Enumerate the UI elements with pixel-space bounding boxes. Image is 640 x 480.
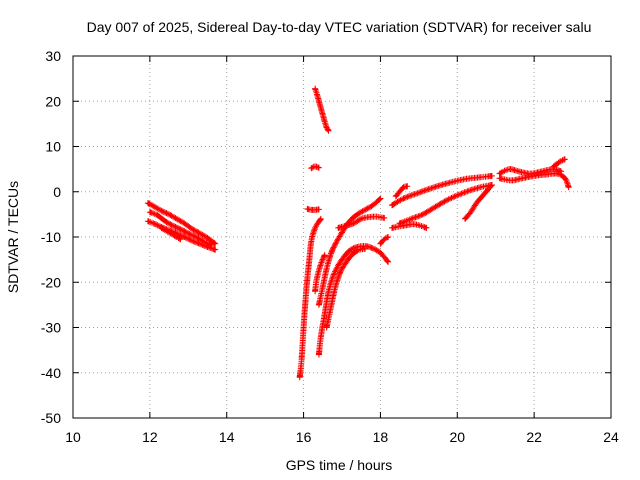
data-markers — [396, 182, 495, 227]
data-markers — [312, 252, 328, 295]
data-markers — [304, 205, 322, 213]
x-tick-label: 20 — [449, 429, 465, 445]
y-axis-label: SDTVAR / TECUs — [5, 181, 21, 293]
data-markers — [144, 200, 219, 247]
data-markers — [550, 156, 568, 170]
series-arc-9 — [323, 245, 369, 331]
series-arc-1c — [146, 209, 215, 249]
data-markers — [315, 243, 392, 358]
x-tick-label: 24 — [603, 429, 619, 445]
x-tick-label: 18 — [373, 429, 389, 445]
series-arc-14 — [396, 182, 495, 227]
series-arc-3 — [308, 163, 322, 172]
series-arc-6 — [315, 243, 392, 358]
y-tick-label: 10 — [45, 139, 61, 155]
y-tick-label: -50 — [41, 410, 61, 426]
y-tick-label: 0 — [53, 184, 61, 200]
data-markers — [496, 170, 572, 191]
series-arc-2 — [312, 85, 332, 134]
data-markers — [462, 182, 495, 222]
series-arc-13 — [389, 172, 495, 209]
data-markers — [308, 163, 322, 172]
y-tick-label: 20 — [45, 93, 61, 109]
y-tick-label: 30 — [45, 48, 61, 64]
series-arc-1a — [144, 200, 219, 247]
x-tick-label: 14 — [219, 429, 235, 445]
y-tick-label: -20 — [41, 274, 61, 290]
y-tick-label: -10 — [41, 229, 61, 245]
x-axis-label: GPS time / hours — [286, 457, 393, 473]
series-arc-4 — [304, 205, 322, 213]
data-markers — [146, 209, 215, 249]
series-arc-11 — [377, 234, 392, 247]
series-arc-19 — [550, 156, 568, 170]
x-tick-label: 22 — [526, 429, 542, 445]
data-points — [144, 85, 572, 381]
data-markers — [389, 221, 430, 231]
data-markers — [392, 183, 411, 200]
series-arc-15 — [389, 221, 430, 231]
y-tick-label: -40 — [41, 365, 61, 381]
data-markers — [389, 172, 495, 209]
data-markers — [323, 245, 369, 331]
data-markers — [296, 215, 324, 381]
data-markers — [312, 85, 332, 134]
chart-title: Day 007 of 2025, Sidereal Day-to-day VTE… — [87, 19, 592, 35]
x-tick-label: 12 — [142, 429, 158, 445]
series-arc-10 — [335, 213, 388, 231]
series-arc-16 — [462, 182, 495, 222]
series-arc-1d — [158, 224, 184, 243]
series-arc-8 — [312, 252, 328, 295]
series-arc-5 — [296, 215, 324, 381]
x-tick-label: 16 — [296, 429, 312, 445]
data-markers — [335, 213, 388, 231]
axis-ticks: 10 12 14 16 18 20 22 24 30 20 10 0 -10 -20 -30 -40 -50 — [41, 48, 619, 445]
series-arc-18 — [496, 170, 572, 191]
series-arc-12 — [392, 183, 411, 200]
data-markers — [377, 234, 392, 247]
y-tick-label: -30 — [41, 320, 61, 336]
x-tick-label: 10 — [65, 429, 81, 445]
data-markers — [158, 224, 184, 243]
